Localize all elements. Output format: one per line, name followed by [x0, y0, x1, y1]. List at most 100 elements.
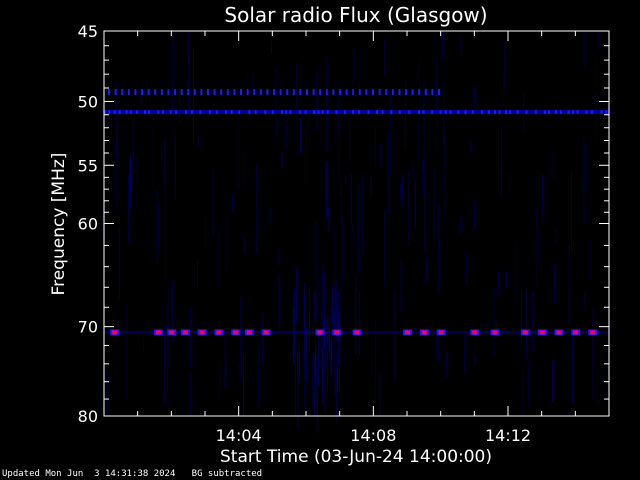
noise-streak: [139, 87, 141, 104]
band-segment: [534, 110, 537, 115]
burst-streak: [304, 282, 306, 331]
band-segment: [271, 110, 274, 115]
noise-streak: [521, 288, 523, 344]
y-tick-label: 70: [78, 318, 98, 337]
band-segment: [576, 110, 579, 115]
noise-streak: [408, 170, 410, 247]
noise-streak: [401, 173, 403, 207]
noise-streak: [509, 173, 511, 190]
noise-streak: [212, 167, 214, 238]
band-segment: [343, 110, 346, 115]
burst-streak: [309, 319, 310, 353]
band-segment: [169, 110, 172, 115]
band-dash: [160, 89, 163, 96]
noise-streak: [353, 49, 355, 83]
noise-streak: [218, 227, 220, 290]
noise-streak: [459, 216, 461, 234]
noise-streak: [304, 334, 306, 408]
band-segment: [238, 110, 241, 115]
band-dash: [273, 89, 275, 96]
band-segment: [555, 110, 557, 115]
band-dash: [134, 89, 137, 96]
noise-streak: [532, 291, 534, 351]
y-tick-label: 80: [78, 407, 98, 426]
noise-streak: [174, 133, 176, 200]
band-dash: [200, 89, 203, 96]
band-dash: [220, 89, 223, 96]
noise-streak: [156, 188, 158, 265]
noise-streak: [459, 36, 461, 56]
chart-title: Solar radio Flux (Glasgow): [224, 3, 487, 27]
band-segment: [125, 110, 128, 115]
burst-streak: [309, 286, 310, 327]
band-segment: [444, 110, 447, 115]
noise-streak: [436, 57, 437, 111]
y-tick-label: 45: [78, 22, 98, 41]
footer-status: Updated Mon Jun 3 14:31:38 2024 BG subtr…: [2, 469, 262, 479]
noise-streak: [168, 283, 170, 368]
noise-streak: [278, 249, 280, 266]
noise-streak: [422, 159, 424, 195]
band-dash: [411, 89, 414, 96]
band-dash: [240, 89, 242, 96]
noise-streak: [158, 203, 160, 249]
burst-streak: [314, 290, 316, 324]
noise-streak: [320, 350, 322, 374]
noise-streak: [229, 198, 231, 213]
noise-streak: [113, 138, 115, 202]
noise-streak: [164, 323, 166, 405]
band-burst-core: [472, 330, 478, 335]
band-segment: [335, 110, 338, 115]
noise-streak: [278, 274, 280, 334]
noise-streak: [583, 293, 585, 310]
band-segment: [572, 110, 575, 115]
noise-streak: [105, 370, 107, 416]
band-dash: [398, 89, 401, 96]
band-segment: [304, 110, 307, 115]
band-dash: [213, 89, 216, 96]
noise-streak: [300, 117, 301, 154]
noise-streak: [404, 80, 406, 150]
burst-streak: [335, 278, 337, 342]
noise-streak: [425, 257, 427, 284]
burst-streak: [316, 355, 318, 434]
noise-streak: [315, 221, 317, 291]
noise-streak: [243, 153, 245, 191]
noise-streak: [171, 35, 173, 111]
band-segment: [285, 110, 288, 115]
noise-streak: [423, 81, 425, 172]
band-burst-core: [169, 330, 175, 335]
band-burst-core: [246, 330, 252, 335]
band-dash: [154, 89, 157, 96]
burst-streak: [303, 292, 305, 335]
band-segment: [352, 110, 355, 115]
band-segment: [321, 110, 324, 115]
burst-streak: [324, 272, 326, 346]
band-segment: [326, 110, 329, 115]
noise-streak: [327, 206, 329, 222]
band-dash: [253, 89, 256, 96]
noise-streak: [384, 39, 385, 77]
band-dash: [174, 89, 176, 96]
band-segment: [118, 110, 121, 115]
band-line: [104, 110, 609, 115]
band-segment: [559, 110, 562, 115]
noise-streak: [104, 199, 106, 250]
band-segment: [439, 110, 442, 115]
burst-streak: [314, 357, 316, 417]
noise-streak: [592, 340, 594, 370]
band-segment: [317, 110, 320, 115]
noise-streak: [424, 168, 425, 252]
y-axis: 45 50 55 60 70 80: [78, 22, 609, 426]
burst-streak: [336, 350, 338, 424]
burst-streak: [337, 290, 339, 366]
noise-streak: [586, 143, 588, 191]
band-segment: [161, 110, 164, 115]
noise-streak: [589, 242, 591, 281]
band-burst-core: [112, 330, 118, 335]
burst-streak: [296, 267, 297, 322]
band-segment: [230, 110, 233, 115]
noise-streak: [379, 374, 381, 416]
band-burst-core: [421, 330, 427, 335]
noise-streak: [350, 173, 352, 224]
